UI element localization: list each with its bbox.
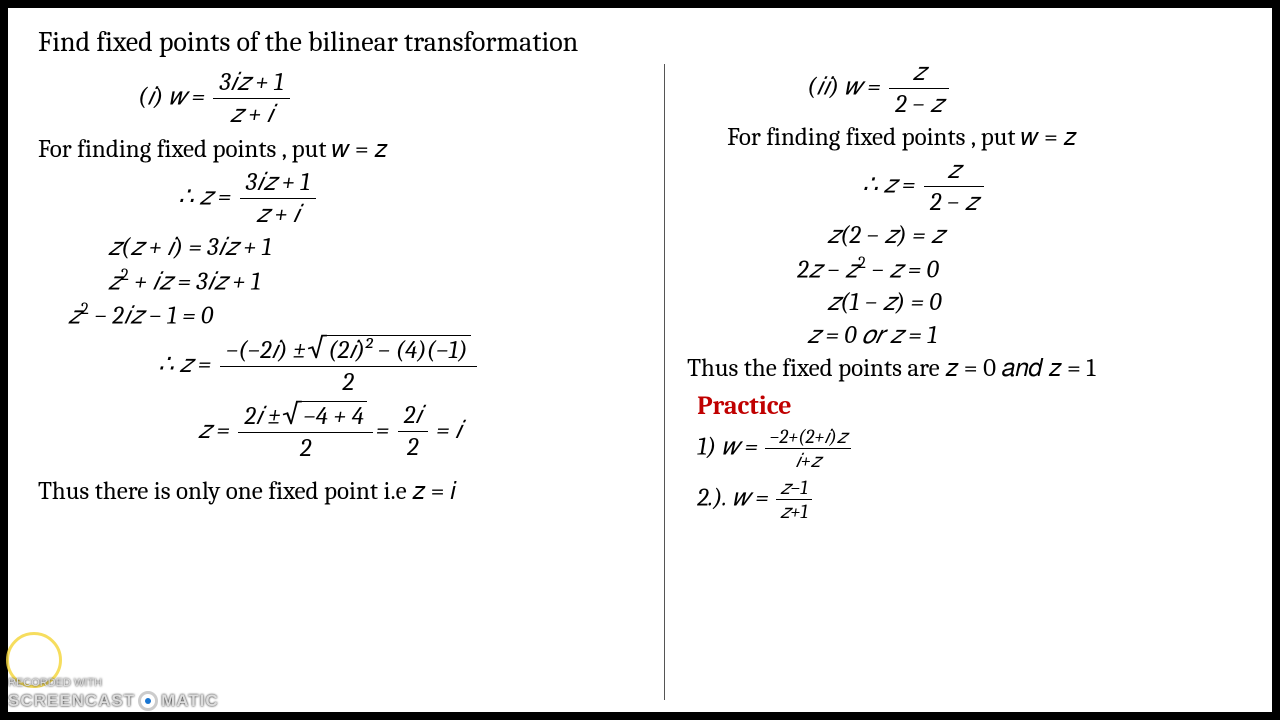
fraction: 3𝑖𝑧 + 1 𝑧 + 𝑖: [240, 168, 316, 229]
watermark-line2: SCREENCASTMATIC: [8, 690, 219, 712]
practice-2: 2.). 𝑤 = 𝑧−1 𝑧+1: [687, 476, 1242, 523]
fraction: 2𝑖 ± −4 + 4 2: [238, 401, 373, 463]
slide-page: Find fixed points of the bilinear transf…: [8, 8, 1272, 712]
watermark-line1: RECORDED WITH: [8, 676, 219, 690]
practice-1: 1) 𝑤 = −2+(2+𝑖)𝑧 𝑖+𝑧: [687, 425, 1242, 472]
label: (𝑖) 𝑤 =: [138, 82, 205, 111]
left-step3: 𝑧2 + 𝑖𝑧 = 3𝑖𝑧 + 1: [38, 266, 646, 296]
column-right: (𝑖𝑖) 𝑤 = 𝑧 2 − 𝑧 For finding fixed point…: [664, 64, 1242, 700]
fraction: 3𝑖𝑧 + 1 𝑧 + 𝑖: [213, 68, 289, 129]
left-problem: (𝑖) 𝑤 = 3𝑖𝑧 + 1 𝑧 + 𝑖: [38, 68, 646, 129]
watermark: RECORDED WITH SCREENCASTMATIC: [8, 676, 219, 712]
left-step4: 𝑧2 − 2𝑖𝑧 − 1 = 0: [38, 300, 646, 330]
left-simplified: 𝑧 = 2𝑖 ± −4 + 4 2 = 2𝑖 2 = 𝑖: [38, 401, 646, 463]
left-step2: 𝑧(𝑧 + 𝑖) = 3𝑖𝑧 + 1: [38, 233, 646, 262]
right-step2: 𝑧(2 − 𝑧) = 𝑧: [687, 221, 1242, 250]
right-step4: 𝑧(1 − 𝑧) = 0: [687, 288, 1242, 317]
right-step5: 𝑧 = 0 𝑜𝑟 𝑧 = 1: [687, 321, 1242, 350]
two-column-layout: (𝑖) 𝑤 = 3𝑖𝑧 + 1 𝑧 + 𝑖 For finding fixed …: [38, 64, 1242, 700]
watermark-dot-icon: [138, 691, 158, 711]
column-left: (𝑖) 𝑤 = 3𝑖𝑧 + 1 𝑧 + 𝑖 For finding fixed …: [38, 64, 664, 700]
left-conclusion: Thus there is only one fixed point i.e 𝑧…: [38, 477, 646, 506]
left-step1: ∴ 𝑧 = 3𝑖𝑧 + 1 𝑧 + 𝑖: [38, 168, 646, 229]
left-quadratic: ∴ 𝑧 = −(−2𝑖) ± (2𝑖)² − (4)(−1) 2: [38, 335, 646, 397]
right-problem: (𝑖𝑖) 𝑤 = 𝑧 2 − 𝑧: [687, 58, 1242, 119]
right-step1: ∴ 𝑧 = 𝑧 2 − 𝑧: [687, 156, 1242, 217]
right-conclusion: Thus the fixed points are 𝑧 = 0 𝑎𝑛𝑑 𝑧 = …: [687, 354, 1242, 383]
right-instruction: For finding fixed points , put 𝑤 = 𝑧: [687, 123, 1242, 152]
fraction: −2+(2+𝑖)𝑧 𝑖+𝑧: [765, 425, 850, 472]
left-instruction: For finding fixed points , put 𝑤 = 𝑧: [38, 135, 646, 164]
fraction: 2𝑖 2: [398, 401, 428, 462]
fraction: −(−2𝑖) ± (2𝑖)² − (4)(−1) 2: [220, 335, 477, 397]
practice-heading: Practice: [697, 391, 1242, 421]
fraction: 𝑧−1 𝑧+1: [776, 476, 812, 523]
right-step3: 2𝑧 − 𝑧2 − 𝑧 = 0: [687, 254, 1242, 284]
fraction: 𝑧 2 − 𝑧: [889, 58, 949, 119]
page-title: Find fixed points of the bilinear transf…: [38, 26, 1242, 58]
fraction: 𝑧 2 − 𝑧: [924, 156, 984, 217]
